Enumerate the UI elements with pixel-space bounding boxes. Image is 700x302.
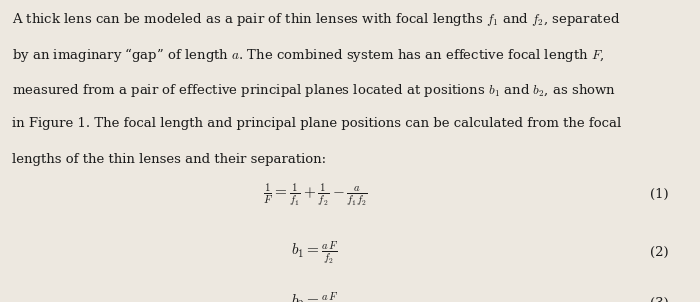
Text: measured from a pair of effective principal planes located at positions $b_1$ an: measured from a pair of effective princi…	[12, 82, 616, 99]
Text: (3): (3)	[650, 297, 668, 302]
Text: lengths of the thin lenses and their separation:: lengths of the thin lenses and their sep…	[12, 153, 326, 166]
Text: (1): (1)	[650, 188, 668, 201]
Text: by an imaginary “gap” of length $a$. The combined system has an effective focal : by an imaginary “gap” of length $a$. The…	[12, 46, 604, 64]
Text: $b_2 = \frac{a\,F}{f_1}$: $b_2 = \frac{a\,F}{f_1}$	[291, 290, 339, 302]
Text: A thick lens can be modeled as a pair of thin lenses with focal lengths $f_1$ an: A thick lens can be modeled as a pair of…	[12, 11, 620, 27]
Text: $\frac{1}{F} = \frac{1}{f_1} + \frac{1}{f_2} - \frac{a}{f_1 f_2}$: $\frac{1}{F} = \frac{1}{f_1} + \frac{1}{…	[262, 182, 368, 208]
Text: (2): (2)	[650, 246, 668, 259]
Text: $b_1 = \frac{a\,F}{f_2}$: $b_1 = \frac{a\,F}{f_2}$	[291, 239, 339, 265]
Text: in Figure 1. The focal length and principal plane positions can be calculated fr: in Figure 1. The focal length and princi…	[12, 117, 621, 130]
